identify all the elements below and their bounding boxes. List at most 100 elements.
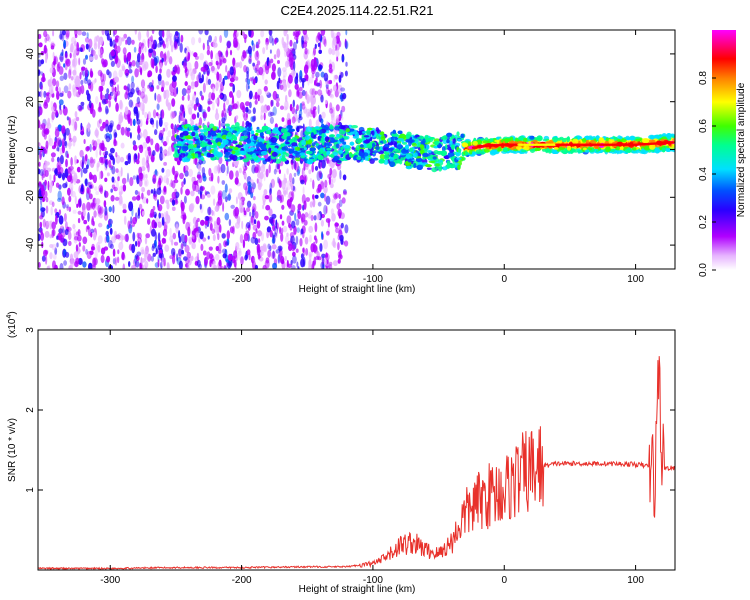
spectrogram-cell [185,188,190,196]
spectrogram-cell [41,255,46,262]
spectrogram-cell [47,264,51,269]
spectrogram-cell [214,205,220,212]
spectrogram-cell [44,37,48,43]
spectrogram-cell [653,134,661,140]
spectrogram-cell [250,130,255,135]
spectrogram-cell [74,34,78,39]
spectrogram-cell [404,144,409,150]
spectrogram-cell [230,204,235,209]
spectrogram-cell [115,180,120,191]
spectrogram-cell [183,195,187,204]
spectrogram-cell [264,158,271,162]
spectrogram-cell [63,213,67,222]
spectrogram-cell [233,146,239,151]
spectrogram-cell [222,253,227,259]
spectrogram-cell [182,216,186,225]
spectrogram-cell [144,266,147,269]
spectrogram-cell [40,207,46,213]
spectrogram-cell [257,88,262,96]
spectrogram-cell [54,109,59,116]
spectrogram-cell [243,172,247,178]
spectrogram-cell [342,92,347,100]
spectrogram-cell [200,190,202,200]
spectrogram-cell [38,233,41,242]
spectrogram-cell [195,195,200,205]
spectrogram-cell [40,229,43,236]
spectrogram-cell [204,215,210,221]
spectrogram-cell [233,103,238,110]
spectrogram-cell [297,91,303,99]
spectrogram-cell [332,237,336,248]
spectrogram-cell [310,214,314,221]
spectrogram-cell [210,50,214,60]
spectrogram-cell [583,147,587,151]
spectrogram-cell [191,131,196,137]
spectrogram-cell [74,121,78,131]
spectrogram-cell [255,228,258,234]
spectrogram-cell [183,256,188,261]
spectrogram-cell [163,161,168,166]
spectrogram-cell [115,151,118,158]
spectrogram-cell [309,210,313,215]
spectrogram-cell [199,203,202,210]
spectrogram-cell [148,36,152,42]
spectrogram-cell [254,164,260,173]
spectrogram-cell [334,126,340,131]
spectrogram-cell [90,228,95,234]
spectrogram-cell [351,146,355,150]
spectrogram-cell [118,195,123,205]
spectrogram-cell [89,143,92,153]
spectrogram-cell [94,54,98,60]
spectrogram-cell [98,48,103,57]
spectrogram-cell [440,150,447,157]
spectrogram-cell [56,156,60,163]
spectrogram-cell [116,256,120,264]
spectrogram-cell [311,72,315,79]
spectrogram-cell [105,159,108,169]
spectrogram-cell [92,174,97,184]
spectrogram-cell [116,84,120,92]
spectrogram-cell [86,164,89,170]
spectrogram-cell [157,180,161,190]
spectrogram-cell [166,262,170,268]
spectrogram-cell [219,88,223,95]
spectrogram-cell [99,53,103,59]
spectrogram-cell [299,152,306,156]
spectrogram-cell [272,262,278,269]
spectrogram-cell [268,34,273,44]
spectrogram-cell [176,135,180,140]
spectrogram-cell [38,106,43,116]
spectrogram-cell [211,209,214,216]
spectrogram-cell [217,175,220,184]
spectrogram-cell [114,86,117,93]
spectrogram-cell [118,199,124,206]
spectrogram-cell [77,104,80,110]
spectrogram-cell [39,221,43,229]
spectrogram-cell [310,94,314,105]
spectrogram-cell [121,65,126,72]
spectrogram-cell [375,146,380,150]
spectrogram-cell [63,72,68,81]
spectrogram-cell [159,38,164,45]
spectrogram-cell [247,122,252,128]
spectrogram-cell [38,119,41,129]
spectrogram-cell [269,111,275,117]
spectrogram-cell [344,40,349,50]
spectrogram-cell [288,172,293,183]
spectrogram-cell [529,135,535,140]
spectrogram-cell [260,30,265,38]
spectrogram-cell [358,130,363,136]
spectrogram-cell [67,90,72,99]
spectrogram-cell [635,138,641,142]
spectrogram-cell [313,47,316,56]
spectrogram-cell [329,261,333,266]
spectrogram-cell [97,204,102,214]
spectrogram-cell [283,30,287,37]
spectrogram-cell [251,164,256,174]
spectrogram-cell [314,126,320,130]
spectrogram-cell [643,145,651,151]
spectrogram-cell [319,79,323,89]
spectrogram-cell [298,109,303,117]
spectrogram-cell [128,99,133,108]
spectrogram-cell [460,133,465,139]
